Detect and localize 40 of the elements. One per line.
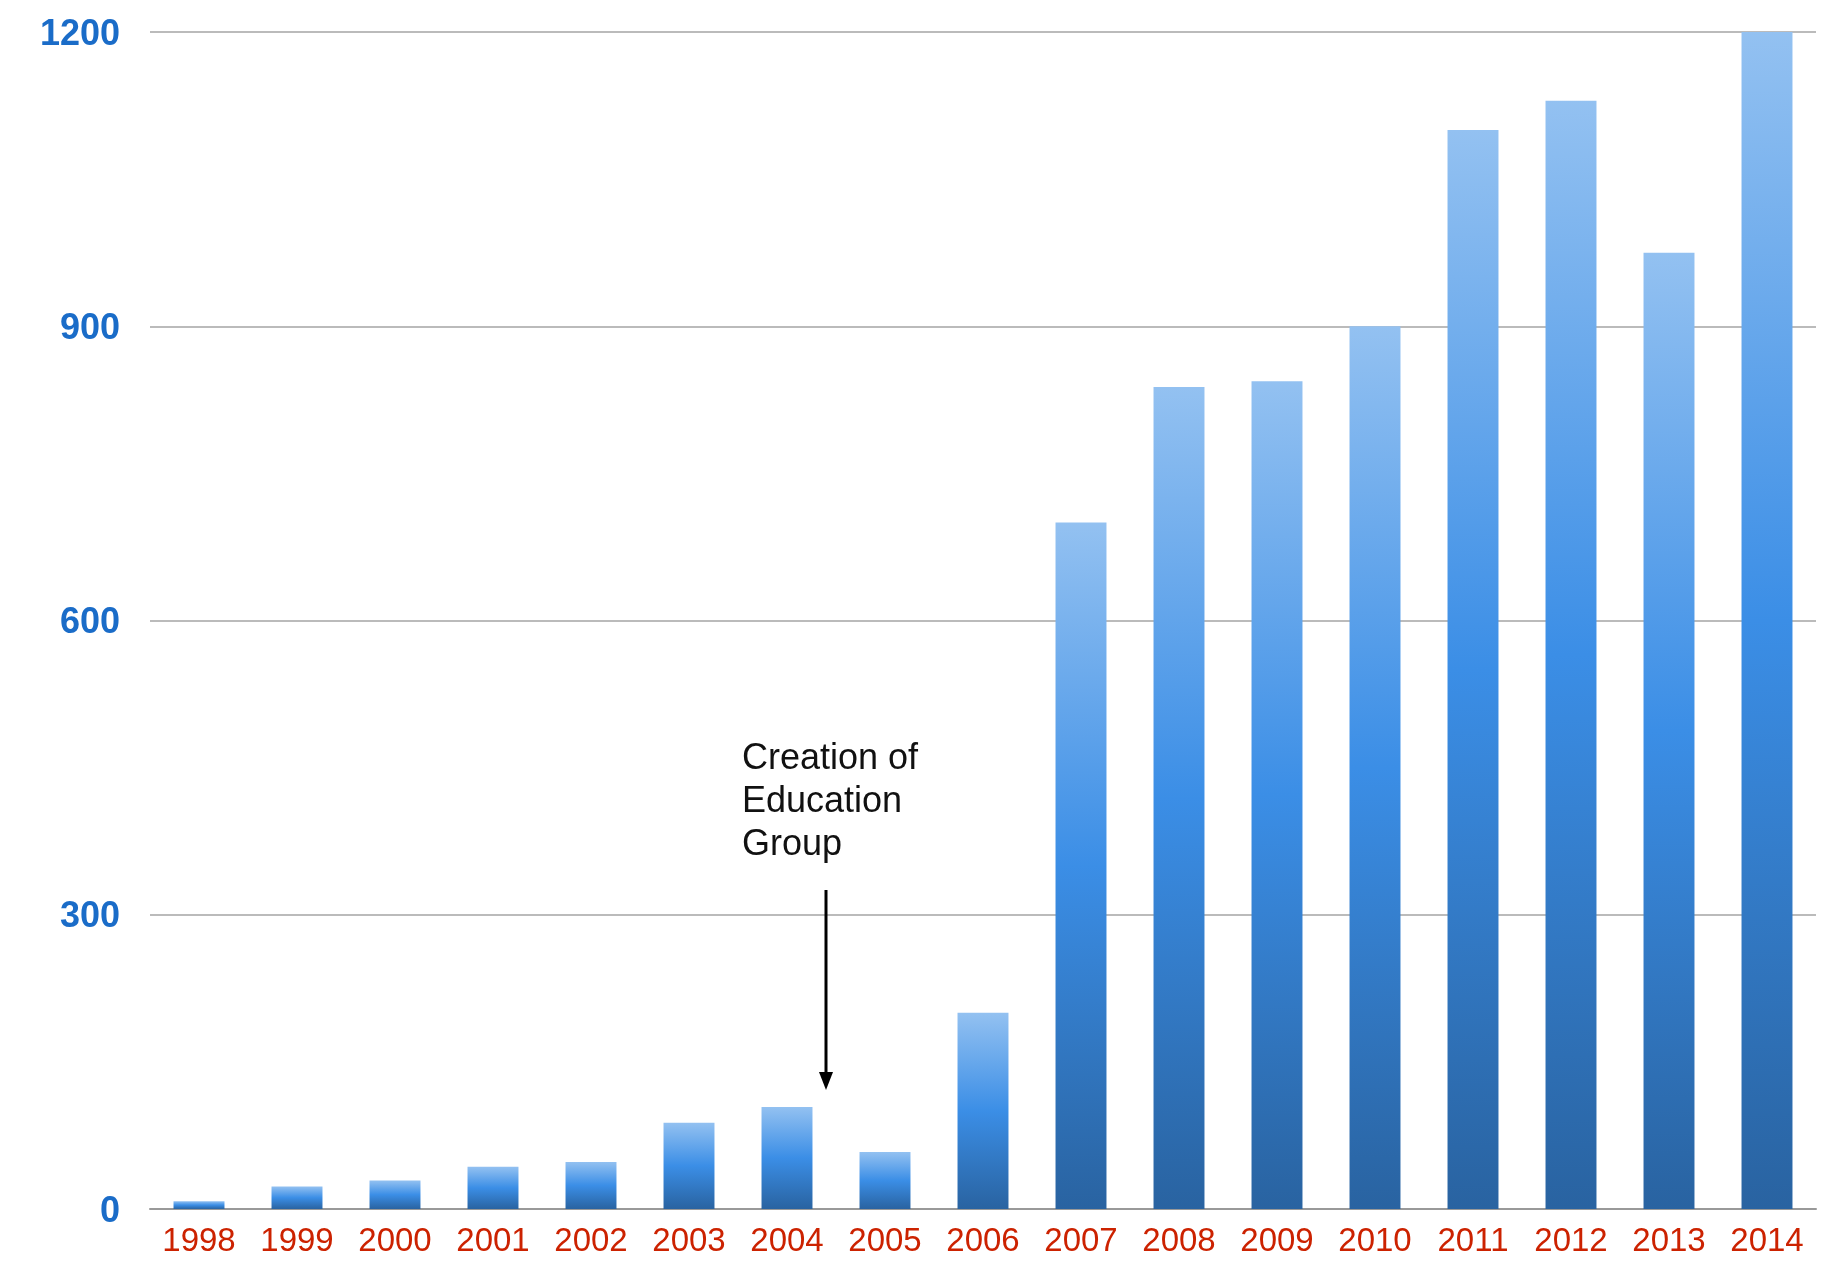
x-tick-label: 2013 xyxy=(1632,1221,1706,1258)
bar xyxy=(761,1106,813,1209)
x-tick-label: 1999 xyxy=(260,1221,334,1258)
x-tick-label: 2014 xyxy=(1730,1221,1804,1258)
annotation: Creation of Education Group xyxy=(742,735,919,865)
bar xyxy=(663,1122,715,1209)
x-tick-label: 2004 xyxy=(750,1221,824,1258)
x-tick-label: 2005 xyxy=(848,1221,922,1258)
bar xyxy=(369,1180,421,1209)
x-tick-label: 2011 xyxy=(1437,1221,1509,1258)
x-tick-label: 2002 xyxy=(554,1221,628,1258)
y-tick-label: 900 xyxy=(59,305,120,347)
bar xyxy=(1741,32,1793,1209)
bar xyxy=(467,1166,519,1209)
x-tick-label: 2010 xyxy=(1338,1221,1412,1258)
x-tick-label: 2000 xyxy=(358,1221,432,1258)
y-tick-label: 600 xyxy=(59,600,120,641)
bar xyxy=(957,1012,1009,1209)
y-tick-label: 0 xyxy=(99,1188,120,1230)
x-tick-label: 2008 xyxy=(1142,1221,1216,1258)
bar xyxy=(1643,252,1695,1209)
x-tick-label: 2009 xyxy=(1240,1221,1314,1258)
x-tick-label: 2003 xyxy=(652,1221,726,1258)
bar xyxy=(173,1201,225,1209)
bar xyxy=(1545,100,1597,1209)
bar xyxy=(1153,387,1205,1209)
x-tick-label: 2007 xyxy=(1044,1221,1118,1258)
bar xyxy=(1349,326,1401,1209)
bar xyxy=(1251,381,1303,1209)
y-tick-label: 1200 xyxy=(39,11,120,53)
bar xyxy=(1055,522,1107,1209)
y-tick-label: 300 xyxy=(59,894,120,936)
x-tick-label: 2006 xyxy=(946,1221,1020,1258)
x-tick-label: 2001 xyxy=(456,1221,530,1258)
bar xyxy=(565,1161,617,1209)
x-tick-label: 1998 xyxy=(162,1221,236,1258)
x-tick-label: 2012 xyxy=(1534,1221,1608,1258)
bar xyxy=(271,1186,323,1209)
bar xyxy=(1447,130,1499,1209)
bar xyxy=(859,1152,911,1209)
